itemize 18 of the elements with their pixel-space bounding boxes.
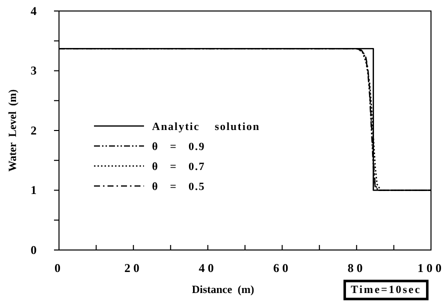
- legend-label: θ = 0.7: [152, 161, 206, 173]
- legend-label: Analytic solution: [152, 121, 260, 133]
- x-tick-label: 0: [54, 261, 64, 276]
- x-tick-label: 80: [348, 261, 366, 276]
- y-tick-label: 4: [30, 4, 37, 18]
- x-tick-label: 60: [273, 261, 292, 276]
- x-tick-label: 40: [198, 261, 217, 276]
- text: Time=10sec: [350, 284, 422, 296]
- y-tick-label: 0: [30, 242, 37, 257]
- x-tick-label: 100: [418, 261, 444, 276]
- y-axis-title: Water Level (m): [7, 89, 19, 172]
- x-axis-title: Distance (m): [192, 284, 254, 296]
- x-tick-label: 20: [124, 261, 142, 276]
- y-tick-label: 3: [30, 64, 37, 78]
- legend-label: θ = 0.5: [152, 181, 206, 193]
- y-tick-label: 2: [30, 123, 37, 138]
- legend-label: θ = 0.9: [152, 141, 206, 153]
- y-tick-label: 1: [30, 183, 37, 198]
